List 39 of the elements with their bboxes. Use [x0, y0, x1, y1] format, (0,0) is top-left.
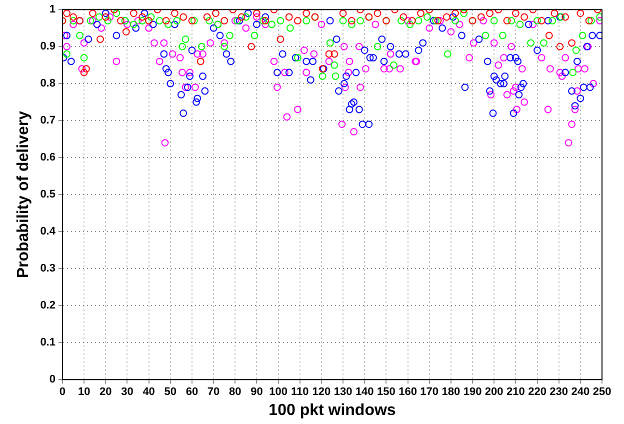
x-tick-label: 190 — [463, 386, 482, 398]
x-tick-label: 30 — [121, 386, 134, 398]
x-tick-label: 140 — [355, 386, 374, 398]
x-tick-label: 160 — [398, 386, 417, 398]
x-tick-label: 70 — [207, 386, 220, 398]
x-tick-label: 120 — [312, 386, 331, 398]
x-tick-label: 240 — [571, 386, 590, 398]
y-tick-label: 0.8 — [40, 78, 56, 90]
x-tick-label: 80 — [229, 386, 242, 398]
x-tick-label: 210 — [506, 386, 525, 398]
y-tick-label: 0.9 — [40, 40, 56, 53]
x-axis-title: 100 pkt windows — [268, 402, 396, 419]
x-tick-label: 220 — [528, 386, 546, 398]
x-tick-label: 100 — [269, 386, 288, 398]
y-tick-label: 0.3 — [40, 262, 56, 275]
x-tick-label: 110 — [291, 386, 309, 398]
x-tick-label: 200 — [484, 386, 504, 398]
x-tick-label: 230 — [550, 386, 568, 398]
x-tick-label: 20 — [100, 386, 112, 398]
y-tick-label: 0.1 — [40, 336, 56, 349]
x-tick-label: 150 — [377, 386, 396, 398]
y-tick-label: 0 — [49, 374, 56, 386]
y-axis-title: Probability of delivery — [15, 110, 32, 278]
x-tick-label: 60 — [186, 386, 198, 398]
x-tick-label: 0 — [59, 386, 66, 398]
y-tick-label: 1 — [49, 4, 56, 16]
x-tick-label: 180 — [442, 386, 460, 398]
y-tick-label: 0.2 — [40, 300, 56, 312]
x-tick-label: 40 — [142, 386, 155, 398]
x-tick-label: 50 — [164, 386, 177, 398]
x-tick-label: 250 — [592, 386, 612, 398]
x-tick-label: 170 — [420, 386, 439, 398]
x-tick-label: 90 — [250, 386, 263, 398]
y-tick-label: 0.6 — [40, 152, 56, 164]
y-tick-label: 0.5 — [40, 188, 56, 201]
x-tick-label: 10 — [78, 386, 90, 398]
x-tick-label: 130 — [334, 386, 352, 398]
y-tick-label: 0.4 — [40, 226, 56, 238]
y-tick-label: 0.7 — [40, 114, 56, 127]
